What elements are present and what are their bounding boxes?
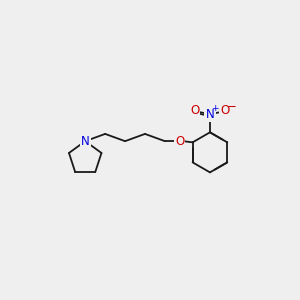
Text: N: N bbox=[81, 135, 90, 148]
Text: O: O bbox=[190, 104, 199, 117]
Text: O: O bbox=[220, 104, 230, 117]
Text: +: + bbox=[212, 104, 219, 113]
Text: N: N bbox=[206, 108, 214, 121]
Text: O: O bbox=[175, 135, 184, 148]
Text: −: − bbox=[227, 100, 237, 112]
